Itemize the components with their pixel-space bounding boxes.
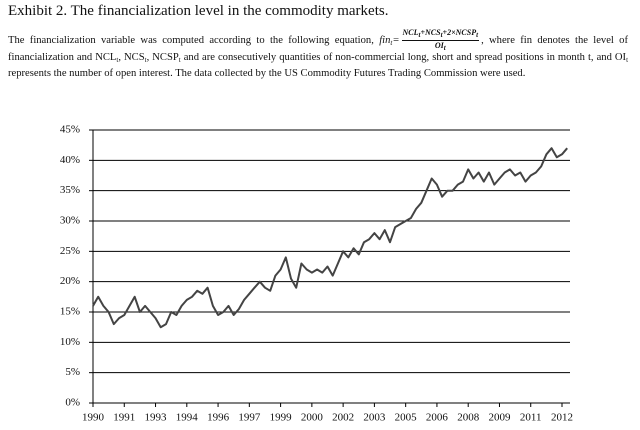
- description: The financialization variable was comput…: [8, 28, 629, 82]
- x-tick-label: 1990: [82, 412, 105, 424]
- x-tick-label: 2006: [426, 412, 449, 424]
- x-tick-label: 2000: [301, 412, 324, 424]
- formula-sub: t: [390, 39, 393, 47]
- exhibit-title: Exhibit 2. The financialization level in…: [8, 3, 389, 19]
- x-tick-label: 1994: [176, 412, 199, 424]
- text: t: [626, 55, 629, 64]
- formula-text: fin: [379, 35, 391, 46]
- x-tick-label: 2012: [551, 412, 573, 424]
- formula-text: +NCS: [420, 28, 441, 38]
- formula-text: t: [418, 31, 421, 40]
- text: represents the number of open interest. …: [8, 68, 526, 79]
- y-tick-label: 5%: [65, 366, 80, 378]
- x-tick-label: 1999: [270, 412, 293, 424]
- x-tick-label: 2011: [520, 412, 542, 424]
- formula-text: NCL: [402, 28, 419, 38]
- text: , NCS: [118, 51, 145, 63]
- x-tick-label: 2005: [395, 412, 418, 424]
- numerator: NCLt+NCSt+2×NCSPt: [401, 28, 480, 42]
- y-tick-label: 40%: [60, 154, 80, 166]
- formula-text: t: [440, 31, 443, 40]
- y-tick-label: 45%: [60, 124, 80, 136]
- formula-text: +2×NCSP: [442, 28, 477, 38]
- x-tick-label: 2009: [488, 412, 511, 424]
- formula-text: t: [476, 31, 479, 40]
- y-tick-label: 10%: [60, 336, 80, 348]
- data-line: [92, 147, 568, 329]
- y-tick-label: 0%: [65, 397, 80, 409]
- y-tick-label: 30%: [60, 215, 80, 227]
- x-tick-label: 2002: [332, 412, 354, 424]
- text: t: [116, 55, 119, 64]
- x-tick-label: 1997: [238, 412, 261, 424]
- x-tick-label: 1996: [207, 412, 230, 424]
- y-tick-label: 20%: [60, 275, 80, 287]
- fraction: NCLt+NCSt+2×NCSPt OIt: [401, 28, 480, 53]
- x-tick-label: 1991: [113, 412, 135, 424]
- denominator: OIt: [402, 41, 480, 53]
- formula-lhs: fint=: [379, 35, 400, 47]
- text: and are consecutively quantities of non-…: [180, 51, 627, 63]
- text: t: [178, 55, 181, 64]
- y-tick-label: 15%: [60, 306, 80, 318]
- text: t: [144, 55, 147, 64]
- y-tick-label: 35%: [60, 184, 80, 196]
- formula-eq: =: [392, 35, 400, 46]
- x-tick-label: 1993: [145, 412, 168, 424]
- text: The financialization variable was comput…: [8, 35, 374, 46]
- formula-text: t: [443, 44, 446, 53]
- x-tick-label: 2003: [363, 412, 386, 424]
- x-tick-label: 2008: [457, 412, 480, 424]
- text: , where fin denotes the level of financi…: [8, 35, 628, 63]
- formula-text: OI: [434, 41, 444, 51]
- y-tick-label: 25%: [60, 245, 80, 257]
- text: , NCSP: [146, 51, 179, 63]
